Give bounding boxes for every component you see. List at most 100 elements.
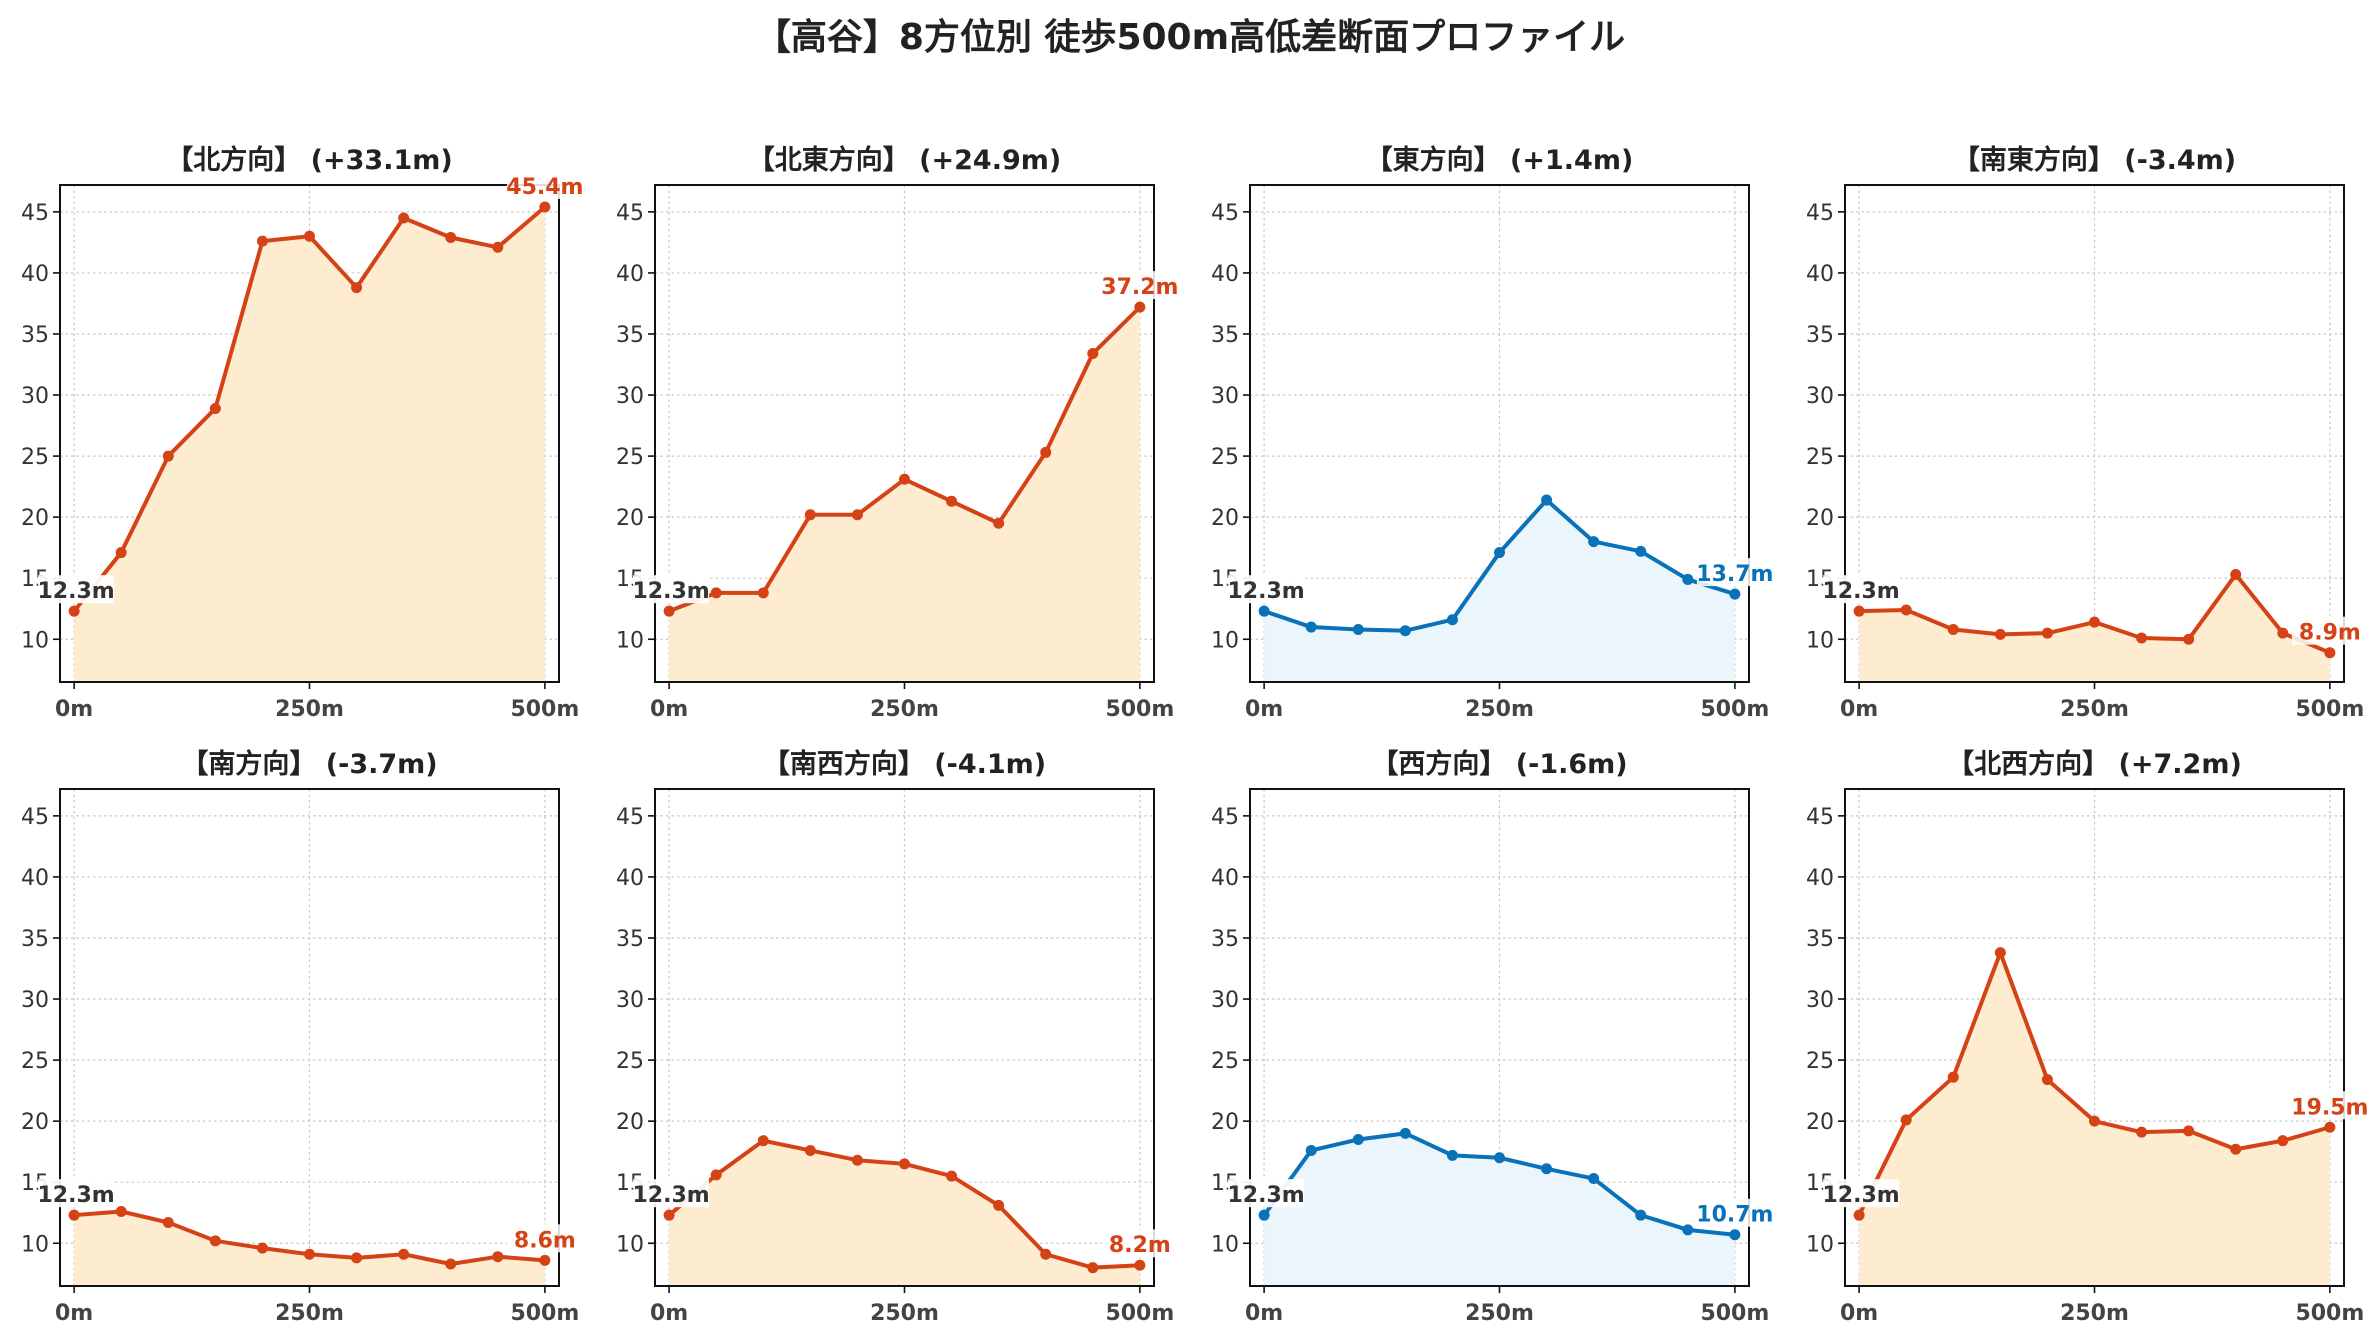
data-point	[1994, 947, 2006, 959]
ytick-label: 45	[21, 805, 49, 830]
data-point	[2041, 1074, 2053, 1086]
data-point	[757, 587, 769, 599]
xtick-label: 250m	[870, 1301, 939, 1326]
start-value-label: 12.3m	[633, 579, 710, 604]
ytick-label: 10	[1211, 1232, 1239, 1257]
end-label-box	[506, 170, 583, 199]
data-point	[1494, 547, 1505, 559]
ytick-label: 25	[1211, 445, 1239, 470]
subplot-title: 【北東方向】 (+24.9m)	[748, 144, 1061, 176]
area-fill	[1859, 574, 2330, 682]
ytick-label: 20	[616, 1110, 644, 1135]
end-value-label: 8.2m	[1109, 1233, 1171, 1258]
xtick-label: 250m	[1465, 697, 1534, 722]
subplot-title: 【南西方向】 (-4.1m)	[763, 748, 1046, 780]
start-label-box	[633, 1179, 710, 1208]
xtick-label: 250m	[2060, 697, 2129, 722]
xtick-label: 500m	[1700, 697, 1769, 722]
data-point	[2230, 569, 2242, 581]
end-label-box	[1696, 558, 1773, 587]
subplot-title: 【西方向】 (-1.6m)	[1371, 748, 1627, 780]
ytick-label: 40	[1806, 866, 1834, 891]
ytick-label: 10	[21, 628, 49, 653]
data-point	[351, 282, 363, 294]
xtick-label: 500m	[1700, 1301, 1769, 1326]
data-point	[2277, 627, 2289, 639]
ytick-label: 20	[1806, 1110, 1834, 1135]
ytick-label: 30	[21, 988, 49, 1013]
end-label-box	[2291, 616, 2368, 645]
data-point	[851, 509, 863, 521]
data-point	[1729, 588, 1741, 600]
start-value-label: 12.3m	[633, 1183, 710, 1208]
ytick-label: 35	[21, 323, 49, 348]
data-point	[1947, 1071, 1959, 1083]
data-point	[2277, 1135, 2289, 1147]
subplot-title: 【北西方向】 (+7.2m)	[1947, 748, 2242, 780]
data-point	[1134, 1259, 1146, 1271]
ytick-label: 35	[1211, 323, 1239, 348]
xtick-label: 0m	[650, 1301, 688, 1326]
data-point	[1541, 494, 1553, 506]
data-point	[115, 1206, 127, 1218]
data-point	[1087, 348, 1099, 360]
start-value-label: 12.3m	[38, 579, 115, 604]
area-fill	[1859, 952, 2330, 1286]
ytick-label: 35	[616, 927, 644, 952]
subplot-title: 【北方向】 (+33.1m)	[166, 144, 452, 176]
xtick-label: 500m	[510, 1301, 579, 1326]
ytick-label: 10	[1806, 1232, 1834, 1257]
data-point	[1853, 605, 1865, 617]
start-value-label: 12.3m	[1823, 1183, 1900, 1208]
end-label-box	[506, 1224, 583, 1253]
xtick-label: 250m	[275, 1301, 344, 1326]
xtick-label: 0m	[1245, 1301, 1283, 1326]
ytick-label: 30	[616, 988, 644, 1013]
ytick-label: 40	[1211, 866, 1239, 891]
start-label-box	[1823, 575, 1900, 604]
data-point	[1258, 605, 1270, 617]
data-point	[1588, 1173, 1600, 1185]
ytick-label: 40	[616, 866, 644, 891]
ytick-label: 35	[21, 927, 49, 952]
data-point	[398, 212, 410, 224]
xtick-label: 250m	[275, 697, 344, 722]
data-point	[2089, 616, 2100, 628]
subplot-title: 【南東方向】 (-3.4m)	[1953, 144, 2236, 176]
ytick-label: 45	[616, 201, 644, 226]
ytick-label: 30	[21, 384, 49, 409]
data-point	[1040, 446, 1052, 458]
start-value-label: 12.3m	[1228, 1183, 1305, 1208]
xtick-label: 0m	[1840, 1301, 1878, 1326]
xtick-label: 0m	[55, 1301, 93, 1326]
data-point	[1446, 614, 1458, 626]
data-point	[1352, 623, 1364, 635]
data-point	[804, 1144, 816, 1156]
data-point	[539, 1254, 551, 1266]
ytick-label: 20	[1211, 506, 1239, 531]
ytick-label: 30	[1211, 384, 1239, 409]
subplot-title: 【東方向】 (+1.4m)	[1366, 144, 1634, 176]
data-point	[445, 232, 457, 244]
area-fill	[669, 307, 1140, 682]
data-point	[1900, 604, 1912, 616]
data-point	[209, 1235, 221, 1247]
data-point	[1994, 628, 2006, 640]
data-point	[492, 241, 504, 253]
ytick-label: 35	[1806, 927, 1834, 952]
ytick-label: 10	[1211, 628, 1239, 653]
end-value-label: 8.6m	[514, 1228, 576, 1253]
xtick-label: 500m	[1105, 1301, 1174, 1326]
ytick-label: 40	[616, 262, 644, 287]
ytick-label: 20	[1211, 1110, 1239, 1135]
ytick-label: 45	[1211, 201, 1239, 226]
ytick-label: 40	[21, 866, 49, 891]
end-value-label: 45.4m	[506, 175, 583, 200]
data-point	[899, 473, 910, 485]
subplot-title: 【南方向】 (-3.7m)	[181, 748, 437, 780]
